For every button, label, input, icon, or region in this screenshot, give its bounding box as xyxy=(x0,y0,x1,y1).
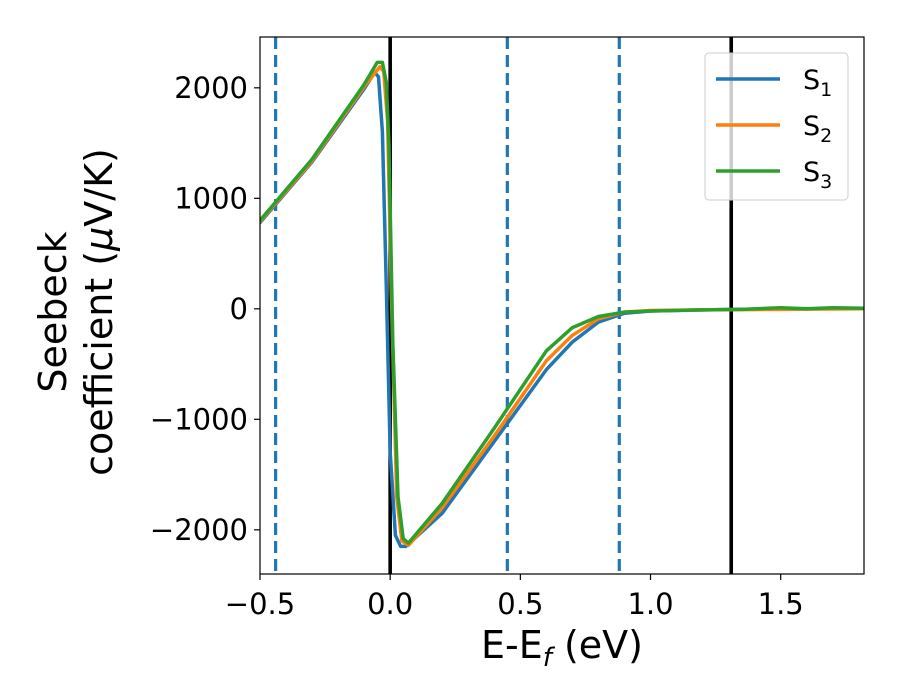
x-tick-label: 1.0 xyxy=(627,587,673,621)
legend: S1 S2 S3 xyxy=(704,52,849,201)
y-axis-ticks: −2000 −1000 0 1000 2000 xyxy=(150,71,260,547)
legend-label-1: S1 xyxy=(803,65,832,101)
x-tick-label: 0.0 xyxy=(367,587,413,621)
legend-label-2: S2 xyxy=(803,111,832,147)
x-tick-label: −0.5 xyxy=(225,587,295,621)
y-axis-label-line2: coefficient (μV/K) xyxy=(77,148,121,476)
y-tick-label: 2000 xyxy=(174,71,248,105)
x-tick-label: 1.5 xyxy=(758,587,804,621)
y-tick-label: 0 xyxy=(230,292,248,326)
series-lines xyxy=(260,60,864,549)
x-axis-label-unit: (eV) xyxy=(552,623,643,667)
series-line-3 xyxy=(260,60,864,545)
plot-frame xyxy=(259,36,865,575)
x-axis-ticks: −0.5 0.0 0.5 1.0 1.5 xyxy=(225,574,804,621)
y-axis-label: Seebeck coefficient (μV/K) xyxy=(31,148,121,476)
y-tick-label: 1000 xyxy=(174,181,248,215)
x-tick-label: 0.5 xyxy=(497,587,543,621)
y-tick-label: −2000 xyxy=(150,513,248,547)
x-axis-label: E-Ef (eV) xyxy=(481,623,643,673)
y-axis-label-prefix: coefficient ( xyxy=(77,251,121,476)
y-tick-label: −1000 xyxy=(150,402,248,436)
y-axis-label-mu: μ xyxy=(77,227,121,252)
y-axis-label-suffix: V/K) xyxy=(77,148,121,227)
legend-label-3: S3 xyxy=(803,157,832,193)
x-axis-label-base: E-E xyxy=(481,623,543,667)
y-axis-label-line1: Seebeck xyxy=(31,231,75,392)
